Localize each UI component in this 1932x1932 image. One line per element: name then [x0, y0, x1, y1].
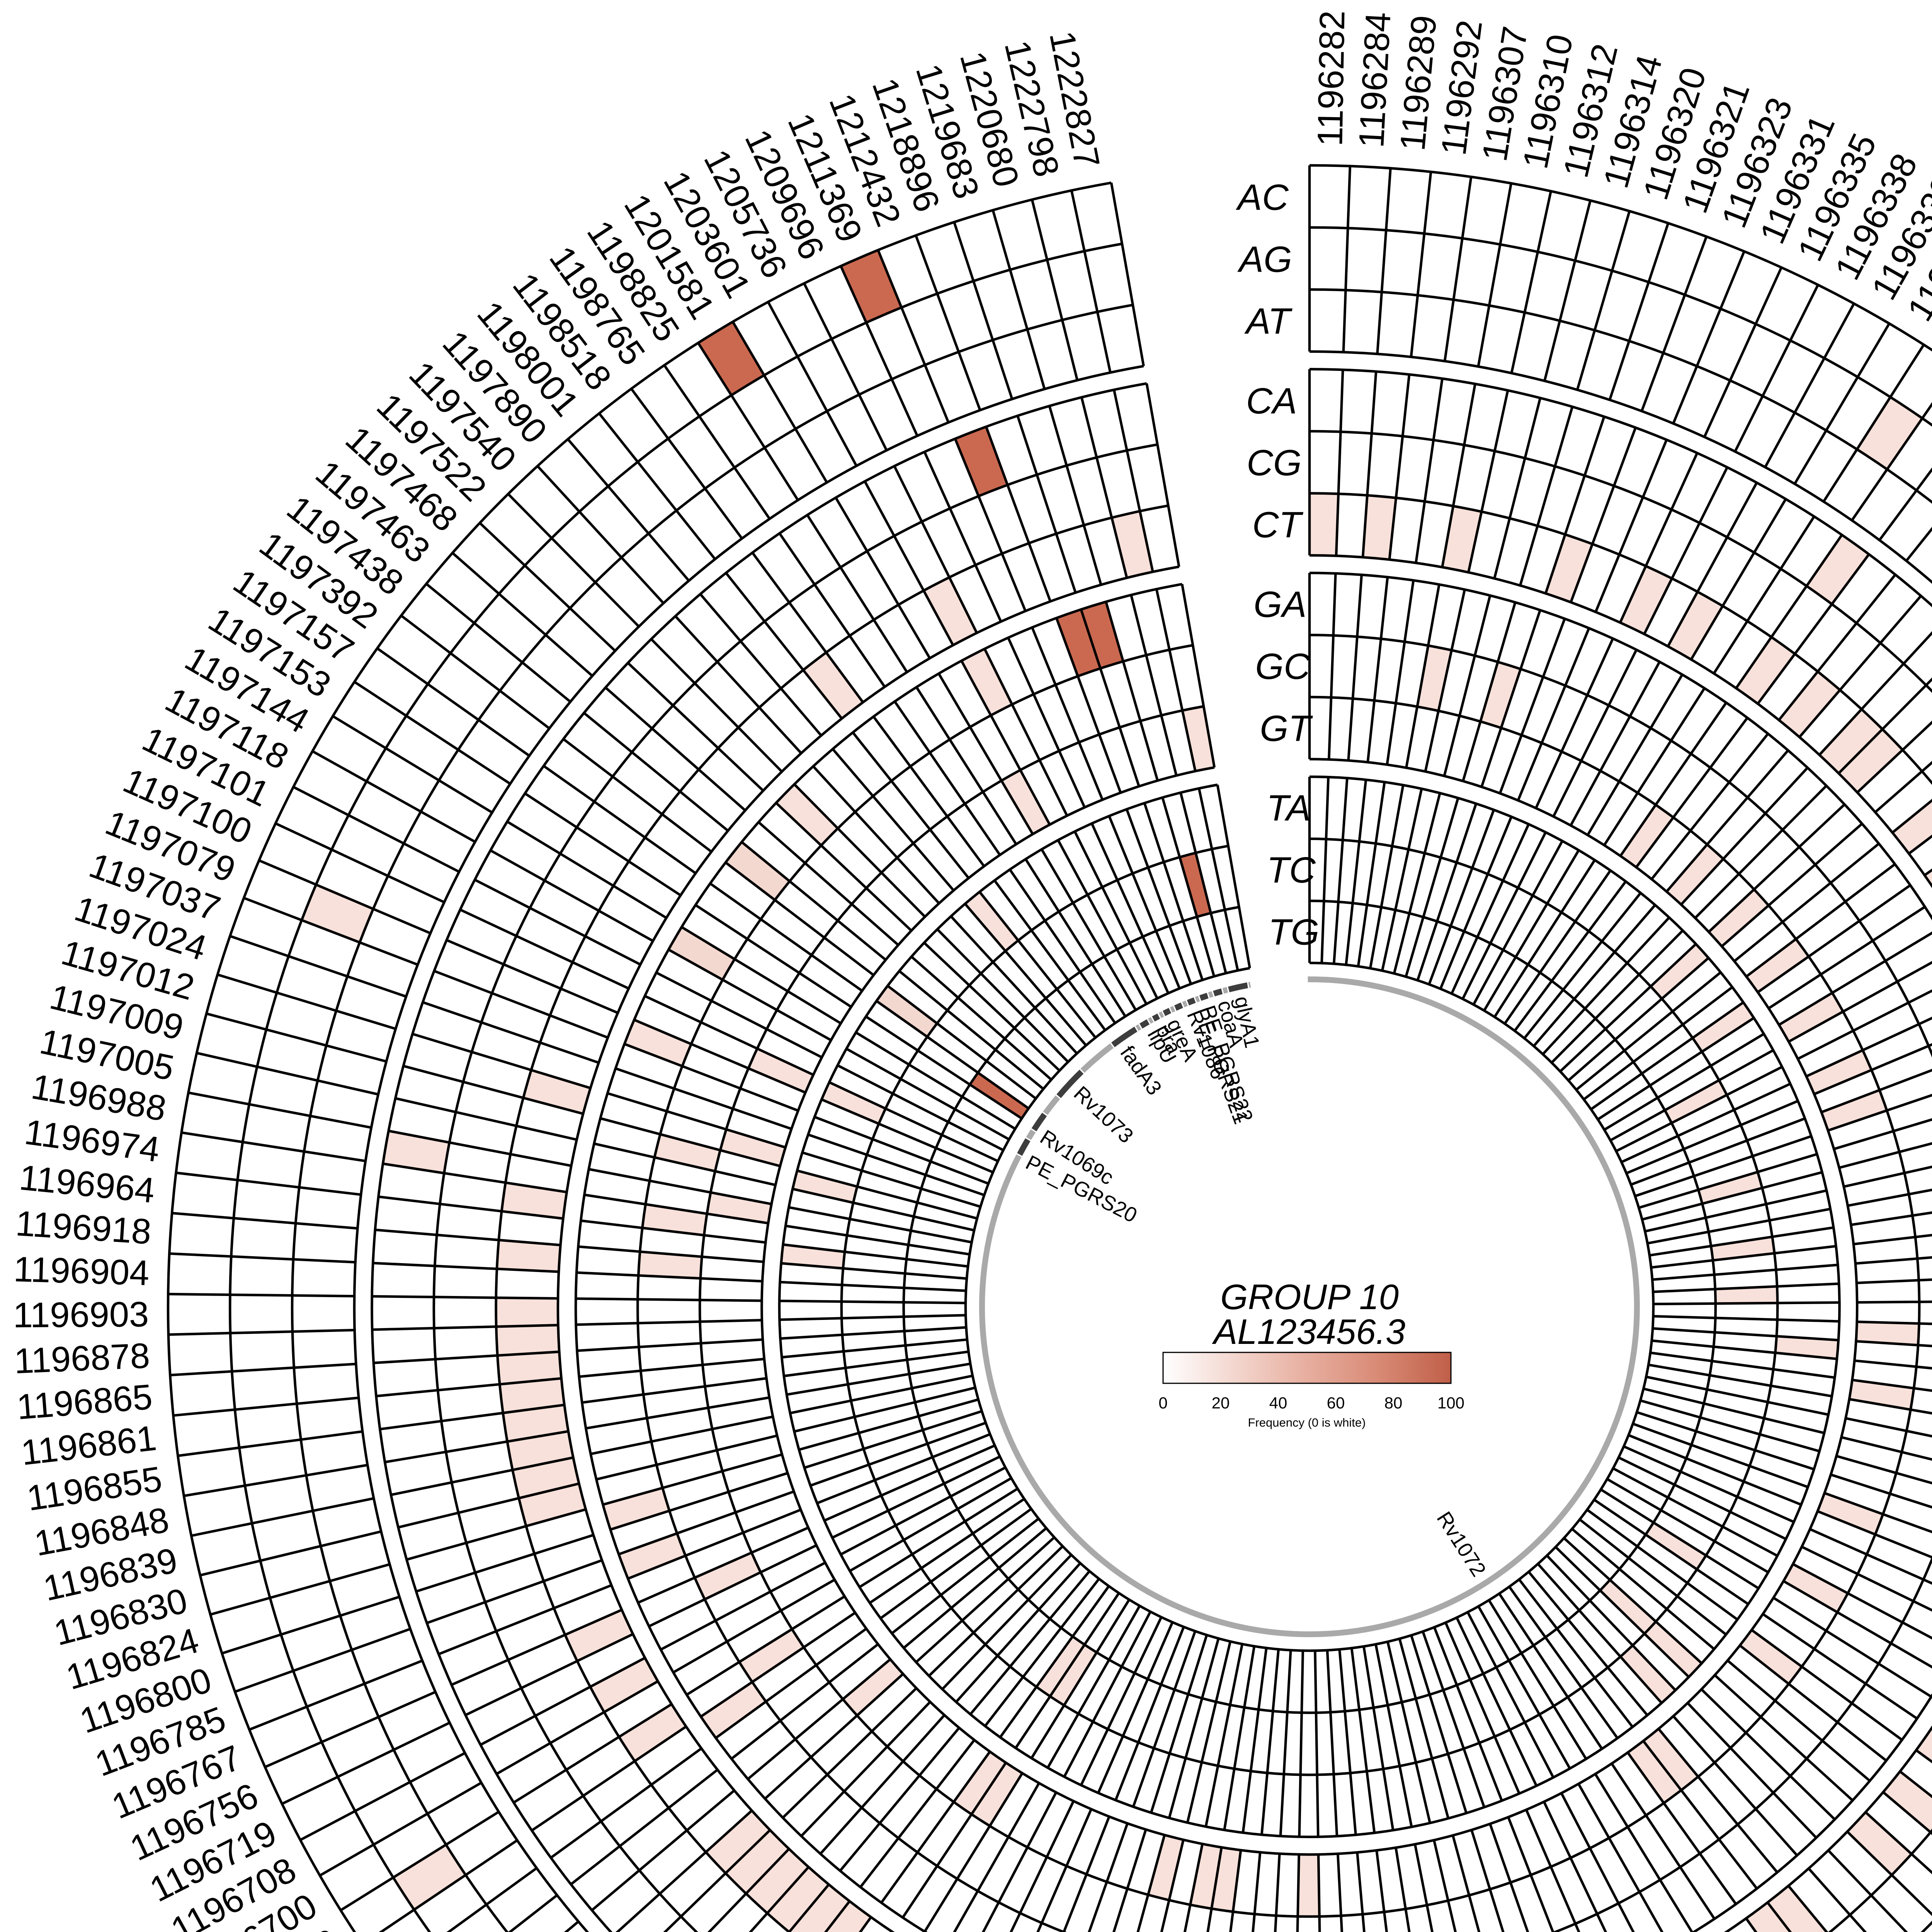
svg-text:TG: TG — [1268, 912, 1319, 953]
svg-text:80: 80 — [1384, 1394, 1403, 1412]
svg-text:TC: TC — [1267, 850, 1316, 891]
svg-text:1196878: 1196878 — [14, 1336, 151, 1381]
svg-text:0: 0 — [1158, 1394, 1167, 1412]
svg-text:CG: CG — [1247, 442, 1302, 483]
svg-text:AG: AG — [1237, 239, 1292, 280]
svg-text:GROUP 10: GROUP 10 — [1220, 1277, 1399, 1317]
svg-text:40: 40 — [1269, 1394, 1287, 1412]
svg-text:CA: CA — [1246, 381, 1297, 422]
svg-text:1196904: 1196904 — [13, 1250, 150, 1293]
svg-text:1196282: 1196282 — [1310, 10, 1352, 146]
svg-text:1196918: 1196918 — [14, 1204, 152, 1252]
svg-text:1196903: 1196903 — [13, 1295, 149, 1335]
svg-text:AT: AT — [1244, 301, 1293, 342]
svg-text:100: 100 — [1437, 1394, 1464, 1412]
svg-text:60: 60 — [1327, 1394, 1345, 1412]
svg-text:AL123456.3: AL123456.3 — [1212, 1312, 1405, 1352]
svg-text:CT: CT — [1252, 505, 1304, 546]
svg-text:GC: GC — [1255, 646, 1311, 687]
svg-text:GA: GA — [1253, 584, 1306, 625]
svg-text:20: 20 — [1212, 1394, 1230, 1412]
svg-text:AC: AC — [1236, 177, 1289, 218]
svg-text:Frequency (0 is white): Frequency (0 is white) — [1248, 1416, 1366, 1429]
svg-text:GT: GT — [1260, 708, 1313, 749]
svg-text:1196284: 1196284 — [1352, 11, 1398, 149]
svg-text:TA: TA — [1267, 788, 1311, 829]
